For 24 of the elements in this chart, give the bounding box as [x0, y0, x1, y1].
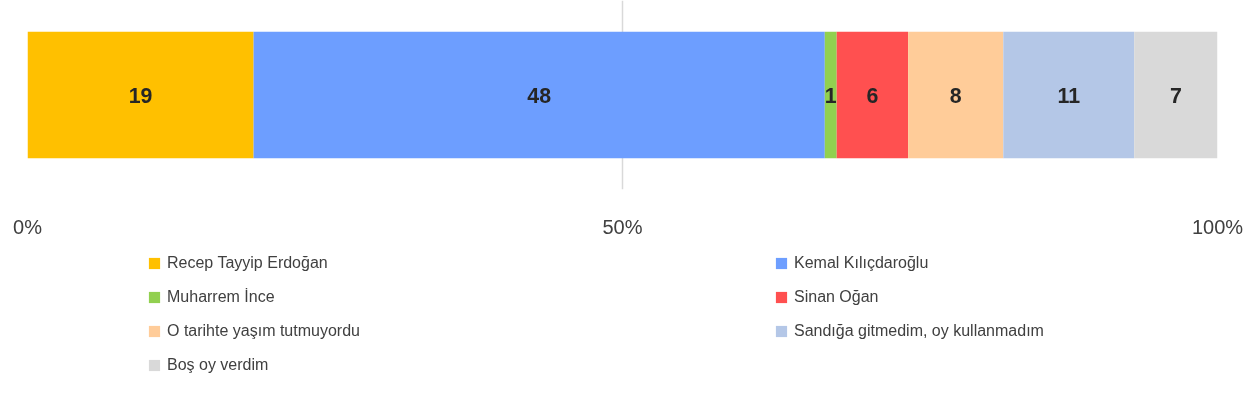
data-label: 8 — [949, 83, 962, 108]
data-label: 48 — [527, 83, 552, 108]
legend-label: Recep Tayyip Erdoğan — [167, 253, 329, 273]
x-tick-label: 100% — [1191, 215, 1244, 238]
bar — [836, 31, 909, 159]
legend-label: O tarihte yaşım tutmuyordu — [167, 321, 361, 341]
x-tick-label: 50% — [602, 215, 643, 238]
bar — [824, 31, 837, 159]
legend-label: Sandığa gitmedim, oy kullanmadım — [794, 321, 1045, 341]
legend-label: Sinan Oğan — [794, 287, 880, 307]
data-label: 19 — [128, 83, 153, 108]
data-label: 7 — [1169, 83, 1182, 108]
bar — [27, 31, 254, 159]
data-label: 6 — [866, 83, 879, 108]
legend-label: Muharrem İnce — [167, 287, 276, 307]
bar — [1003, 31, 1135, 159]
legend-label: Kemal Kılıçdaroğlu — [794, 253, 930, 273]
bar — [253, 31, 825, 159]
x-tick-label: 0% — [13, 215, 43, 238]
legend-label: Boş oy verdim — [167, 355, 270, 375]
bar — [908, 31, 1004, 159]
bar — [1134, 31, 1218, 159]
data-label: 1 — [824, 83, 837, 108]
data-label: 11 — [1057, 83, 1081, 108]
